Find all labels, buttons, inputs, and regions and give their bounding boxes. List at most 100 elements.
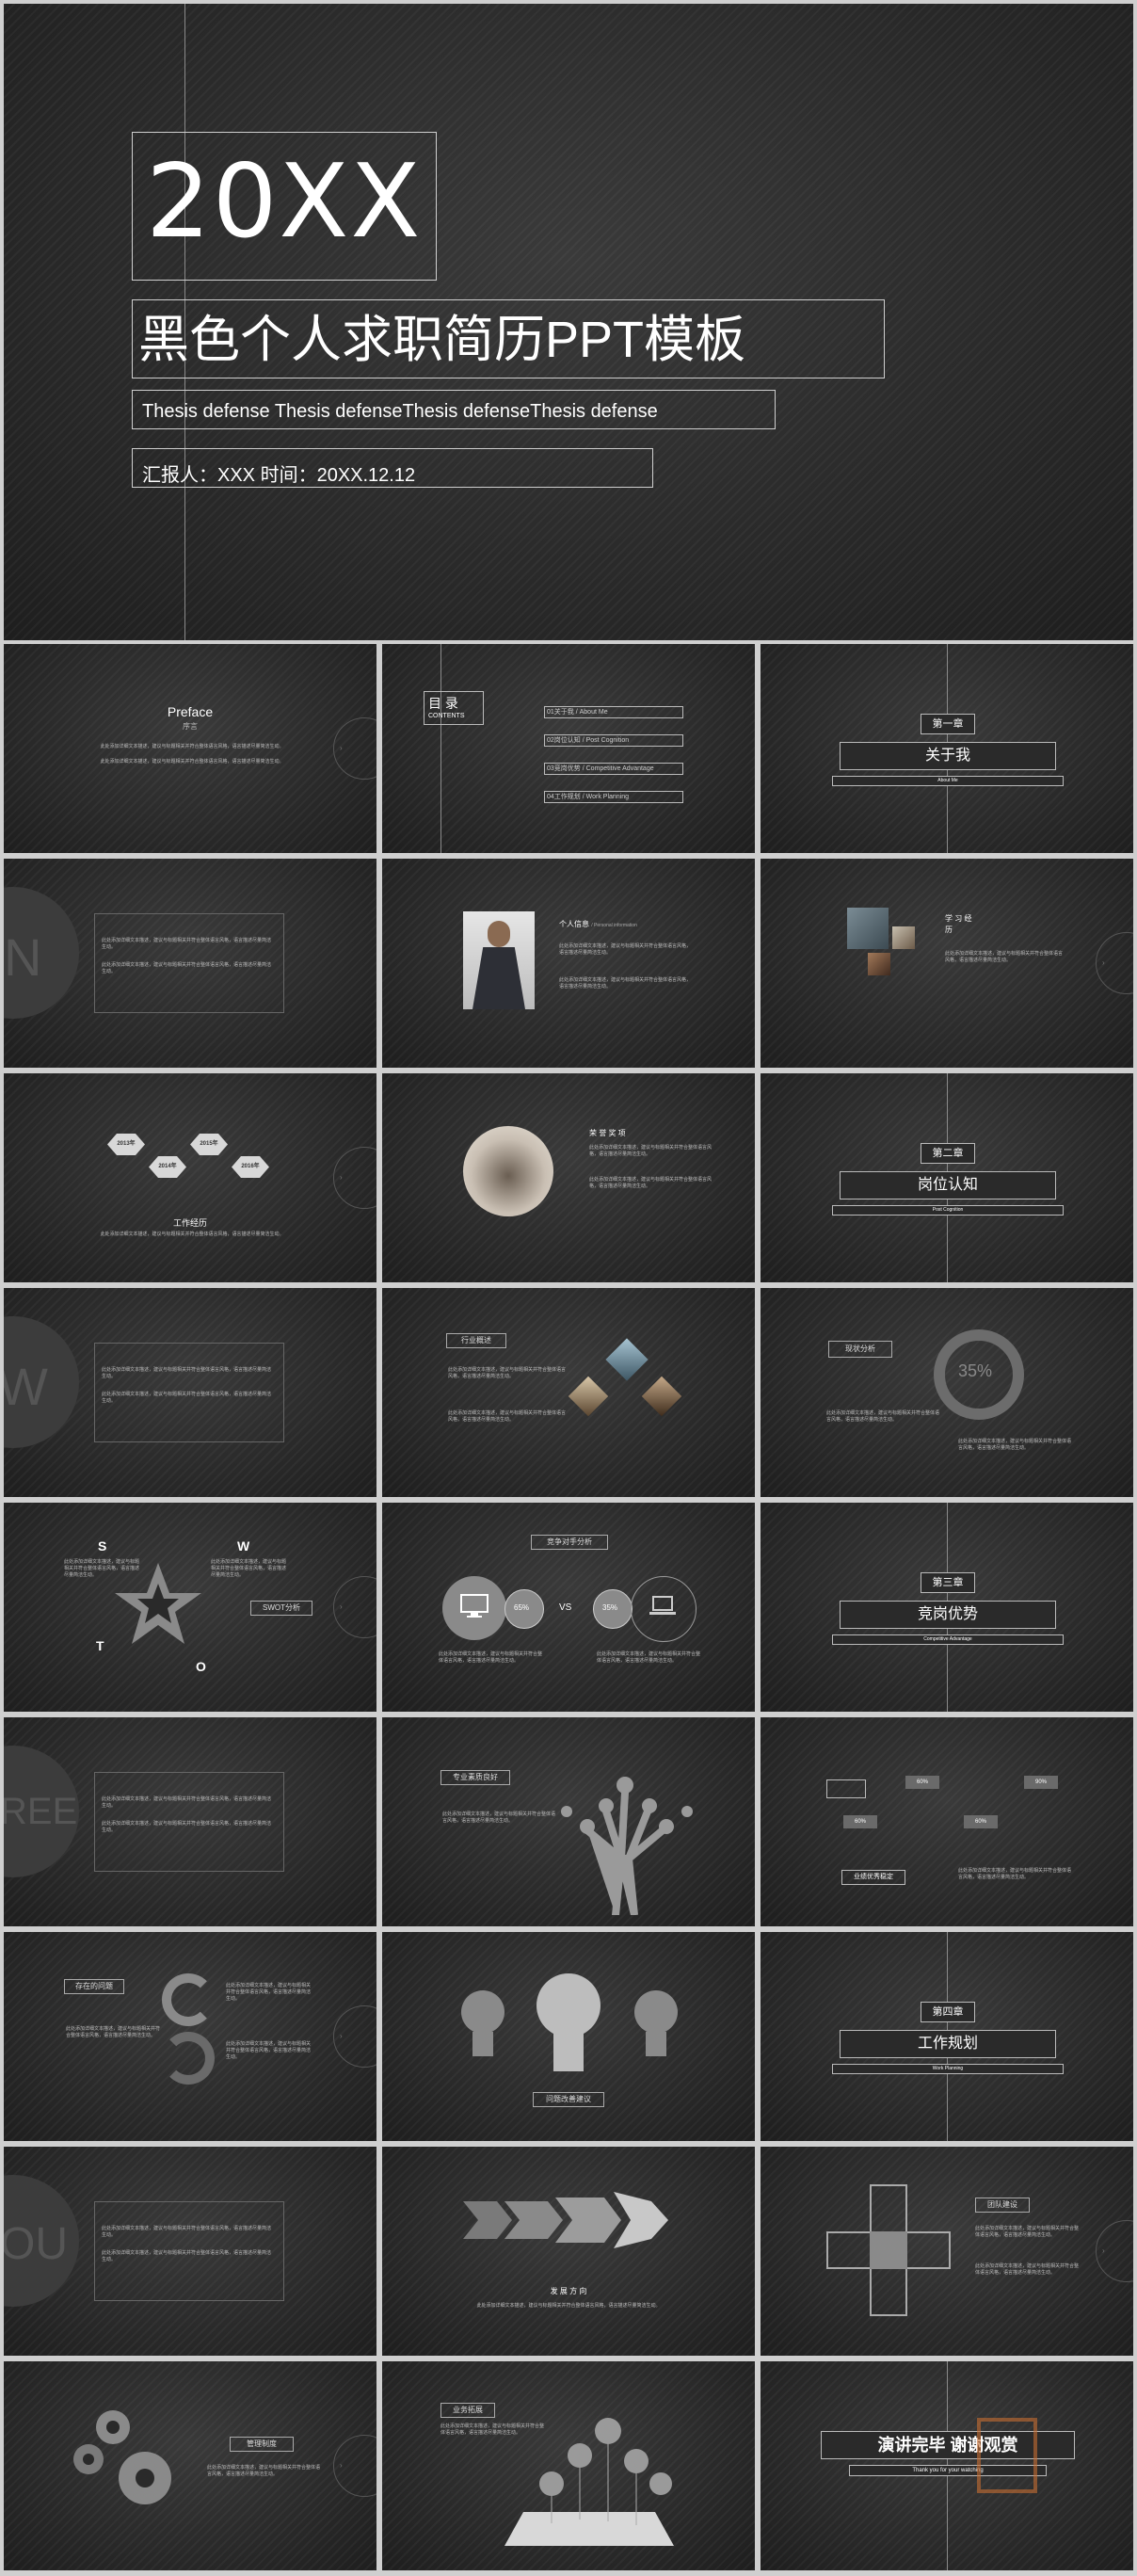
study-title: 学 习 经 历 bbox=[945, 914, 972, 934]
vs-label: VS bbox=[559, 1602, 572, 1613]
work-slide[interactable]: 2013年 2015年 2014年 2016年 工作经历 此处添加详细文本描述，… bbox=[4, 1073, 376, 1282]
study-photo-3 bbox=[868, 953, 890, 975]
chapter-3-slide[interactable]: 第三章 竞岗优势 Competitive Advantage bbox=[761, 1503, 1133, 1712]
bulb-right bbox=[634, 1990, 678, 2034]
big-letter: REE bbox=[4, 1791, 78, 1832]
problem-slide[interactable]: 存在的问题 此处添加详细文本描述，建议与标题相关并符合整体语言风格，语言描述尽量… bbox=[4, 1932, 376, 2141]
toc-item-1[interactable]: 01关于我 / About Me bbox=[544, 706, 683, 718]
bulb-center bbox=[536, 1973, 601, 2037]
next-circle[interactable]: › bbox=[333, 2435, 376, 2497]
about-text: 此处添加详细文本描述，建议与标题相关并符合整体语言风格，语言描述尽量简洁生动。 bbox=[102, 1367, 272, 1379]
year-hex-2: 2015年 bbox=[190, 1134, 228, 1155]
diamond-photo-3 bbox=[641, 1376, 682, 1417]
right-small-circle bbox=[593, 1589, 633, 1629]
year-hex-3: 2014年 bbox=[149, 1156, 186, 1178]
toc-title: 目 录 bbox=[428, 696, 458, 711]
swot-text-w: 此处添加详细文本描述，建议与标题相关并符合整体语言风格，语言描述尽量简洁生动。 bbox=[211, 1559, 287, 1578]
gear-cluster-icon bbox=[73, 2410, 171, 2504]
next-circle[interactable]: › bbox=[1096, 932, 1133, 994]
direction-slide[interactable]: 发 展 方 向 此处添加详细文本描述，建议与标题相关并符合整体语言风格，语言描述… bbox=[382, 2147, 755, 2356]
adv-bar-3: 60% bbox=[964, 1815, 998, 1828]
next-circle[interactable]: › bbox=[1096, 2220, 1133, 2282]
system-slide[interactable]: 管理制度 此处添加详细文本描述，建议与标题相关并符合整体语言风格，语言描述尽量简… bbox=[4, 2361, 376, 2570]
adv-box-1 bbox=[826, 1779, 866, 1798]
skill-title-box: 专业素质良好 bbox=[440, 1770, 510, 1785]
text-box bbox=[94, 1343, 284, 1442]
toc-item-4[interactable]: 04工作规划 / Work Planning bbox=[544, 791, 683, 803]
business-title-box: 业务拓展 bbox=[440, 2403, 495, 2418]
cover-reporter: 汇报人：XXX 时间：20XX.12.12 bbox=[142, 465, 416, 486]
monitor-icon bbox=[460, 1594, 488, 1618]
ending-en-box: Thank you for your watching bbox=[849, 2465, 1047, 2476]
industry-slide[interactable]: 行业概述 此处添加详细文本描述，建议与标题相关并符合整体语言风格，语言描述尽量简… bbox=[382, 1288, 755, 1497]
chapter-title-box: 岗位认知 bbox=[840, 1171, 1056, 1199]
toc-item-2[interactable]: 02岗位认知 / Post Cognition bbox=[544, 734, 683, 747]
about-slide-4[interactable]: OU 此处添加详细文本描述，建议与标题相关并符合整体语言风格，语言描述尽量简洁生… bbox=[4, 2147, 376, 2356]
toc-slide[interactable]: 目 录 CONTENTS 01关于我 / About Me 02岗位认知 / P… bbox=[382, 644, 755, 853]
study-slide[interactable]: 学 习 经 历 此处添加详细文本描述，建议与标题相关并符合整体语言风格，语言描述… bbox=[761, 859, 1133, 1068]
problem-text-3: 此处添加详细文本描述，建议与标题相关并符合整体语言风格，语言描述尽量简洁生动。 bbox=[226, 2041, 312, 2060]
industry-text: 此处添加详细文本描述，建议与标题相关并符合整体语言风格，语言描述尽量简洁生动。 bbox=[448, 1367, 567, 1379]
honor-text-2: 此处添加详细文本描述，建议与标题相关并符合整体语言风格，语言描述尽量简洁生动。 bbox=[589, 1177, 713, 1189]
cover-slide[interactable]: 20XX 黑色个人求职简历PPT模板 Thesis defense Thesis… bbox=[4, 4, 1133, 640]
next-circle[interactable]: › bbox=[333, 1576, 376, 1638]
chapter-4-slide[interactable]: 第四章 工作规划 Work Planning bbox=[761, 1932, 1133, 2141]
chapter-num-box: 第三章 bbox=[921, 1572, 975, 1593]
preface-title: Preface bbox=[167, 704, 214, 719]
about-slide[interactable]: N 此处添加详细文本描述，建议与标题相关并符合整体语言风格，语言描述尽量简洁生动… bbox=[4, 859, 376, 1068]
cover-year: 20XX bbox=[146, 143, 423, 261]
compete-title-box: 竞争对手分析 bbox=[531, 1535, 608, 1550]
business-slide[interactable]: 业务拓展 此处添加详细文本描述，建议与标题相关并符合整体语言风格，语言描述尽量简… bbox=[382, 2361, 755, 2570]
preface-text-2: 此处添加详细文本描述，建议与标题相关并符合整体语言风格，语言描述尽量简洁生动。 bbox=[100, 759, 284, 765]
chapter-num-box: 第一章 bbox=[921, 714, 975, 734]
skill-slide[interactable]: 专业素质良好 此处添加详细文本描述，建议与标题相关并符合整体语言风格，语言描述尽… bbox=[382, 1717, 755, 1926]
left-percent: 65% bbox=[514, 1603, 530, 1612]
personal-slide[interactable]: 个人信息 / Personal information 此处添加详细文本描述，建… bbox=[382, 859, 755, 1068]
suggest-slide[interactable]: 问题改善建议 bbox=[382, 1932, 755, 2141]
ring-bottom bbox=[162, 2032, 215, 2085]
chapter-en-box: Work Planning bbox=[832, 2064, 1064, 2074]
star-icon bbox=[115, 1563, 201, 1644]
compete-slide[interactable]: 竞争对手分析 65% VS 35% 此处添加详细文本描述，建议与标题相关并符合整… bbox=[382, 1503, 755, 1712]
problem-title-box: 存在的问题 bbox=[64, 1979, 124, 1994]
chapter-1-slide[interactable]: 第一章 关于我 About Me bbox=[761, 644, 1133, 853]
advantage-slide[interactable]: 60% 60% 60% 90% 业绩优秀稳定 此处添加详细文本描述，建议与标题相… bbox=[761, 1717, 1133, 1926]
cover-title-box: 黑色个人求职简历PPT模板 bbox=[132, 299, 885, 378]
work-text: 此处添加详细文本描述，建议与标题相关并符合整体语言风格，语言描述尽量简洁生动。 bbox=[100, 1232, 284, 1237]
status-slide[interactable]: 现状分析 35% 此处添加详细文本描述，建议与标题相关并符合整体语言风格，语言描… bbox=[761, 1288, 1133, 1497]
business-text: 此处添加详细文本描述，建议与标题相关并符合整体语言风格，语言描述尽量简洁生动。 bbox=[440, 2423, 545, 2436]
honor-slide[interactable]: 荣 誉 奖 项 此处添加详细文本描述，建议与标题相关并符合整体语言风格，语言描述… bbox=[382, 1073, 755, 1282]
next-circle[interactable]: › bbox=[333, 2005, 376, 2068]
personal-text: 此处添加详细文本描述，建议与标题相关并符合整体语言风格，语言描述尽量简洁生动。 bbox=[559, 943, 692, 956]
about-text-2: 此处添加详细文本描述，建议与标题相关并符合整体语言风格，语言描述尽量简洁生动。 bbox=[102, 1821, 272, 1833]
big-letter: N bbox=[4, 927, 42, 987]
adv-text: 此处添加详细文本描述，建议与标题相关并符合整体语言风格，语言描述尽量简洁生动。 bbox=[958, 1868, 1072, 1880]
ending-slide[interactable]: 演讲完毕 谢谢观赏 Thank you for your watching bbox=[761, 2361, 1133, 2570]
about-slide-2[interactable]: W 此处添加详细文本描述，建议与标题相关并符合整体语言风格，语言描述尽量简洁生动… bbox=[4, 1288, 376, 1497]
chapter-2-slide[interactable]: 第二章 岗位认知 Post Cognition bbox=[761, 1073, 1133, 1282]
year-hex-4: 2016年 bbox=[232, 1156, 269, 1178]
toc-item-3[interactable]: 03竞岗优势 / Competitive Advantage bbox=[544, 763, 683, 775]
personal-title: 个人信息 / Personal information bbox=[559, 920, 637, 928]
industry-title-box: 行业概述 bbox=[446, 1333, 506, 1348]
bulb-left bbox=[461, 1990, 504, 2034]
honor-title: 荣 誉 奖 项 bbox=[589, 1129, 626, 1137]
swot-slide[interactable]: S W T O SWOT分析 此处添加详细文本描述，建议与标题相关并符合整体语言… bbox=[4, 1503, 376, 1712]
ending-title-box: 演讲完毕 谢谢观赏 bbox=[821, 2431, 1075, 2459]
compete-text-right: 此处添加详细文本描述，建议与标题相关并符合整体语言风格，语言描述尽量简洁生动。 bbox=[597, 1651, 701, 1664]
system-title-box: 管理制度 bbox=[230, 2437, 294, 2452]
cover-title: 黑色个人求职简历PPT模板 bbox=[138, 312, 746, 368]
study-photo-1 bbox=[847, 908, 889, 949]
work-title: 工作经历 bbox=[172, 1218, 207, 1228]
swot-letter-t: T bbox=[96, 1638, 104, 1653]
team-slide[interactable]: 团队建设 此处添加详细文本描述，建议与标题相关并符合整体语言风格，语言描述尽量简… bbox=[761, 2147, 1133, 2356]
preface-slide[interactable]: Preface 序言 此处添加详细文本描述，建议与标题相关并符合整体语言风格，语… bbox=[4, 644, 376, 853]
about-text: 此处添加详细文本描述，建议与标题相关并符合整体语言风格，语言描述尽量简洁生动。 bbox=[102, 2226, 272, 2238]
about-slide-3[interactable]: REE 此处添加详细文本描述，建议与标题相关并符合整体语言风格，语言描述尽量简洁… bbox=[4, 1717, 376, 1926]
chapter-en-box: About Me bbox=[832, 776, 1064, 786]
about-text: 此处添加详细文本描述，建议与标题相关并符合整体语言风格，语言描述尽量简洁生动。 bbox=[102, 938, 272, 950]
about-text-2: 此处添加详细文本描述，建议与标题相关并符合整体语言风格，语言描述尽量简洁生动。 bbox=[102, 1392, 272, 1404]
swot-letter-s: S bbox=[98, 1538, 107, 1554]
next-circle[interactable]: › bbox=[333, 1147, 376, 1209]
study-text: 此处添加详细文本描述，建议与标题相关并符合整体语言风格，语言描述尽量简洁生动。 bbox=[945, 951, 1064, 963]
